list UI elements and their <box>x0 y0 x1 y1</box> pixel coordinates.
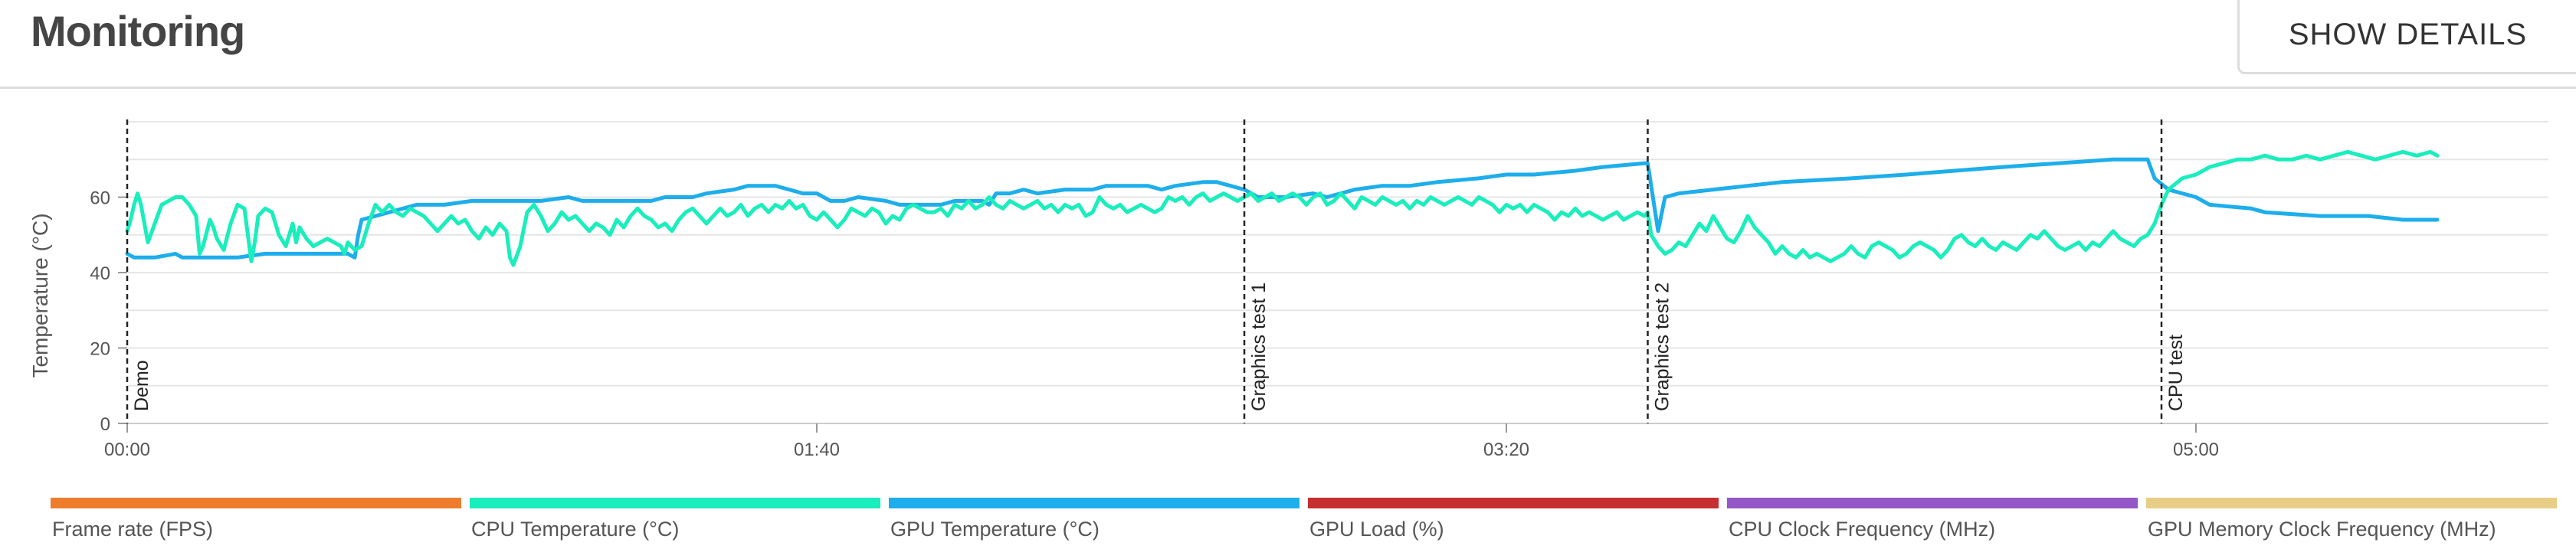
x-tick-label: 05:00 <box>2173 440 2219 460</box>
legend-swatch <box>1308 498 1719 508</box>
legend-item[interactable]: GPU Load (%) <box>1308 498 1719 549</box>
legend-label: GPU Memory Clock Frequency (MHz) <box>2148 518 2496 541</box>
legend-item[interactable]: GPU Temperature (°C) <box>889 498 1299 549</box>
marker-label: Demo <box>131 360 152 411</box>
legend-item[interactable]: GPU Memory Clock Frequency (MHz) <box>2146 498 2557 549</box>
legend-swatch <box>470 498 880 508</box>
legend-swatch <box>1727 498 2138 508</box>
y-tick-label: 40 <box>90 263 110 284</box>
legend-swatch <box>51 498 461 508</box>
legend-item[interactable]: Frame rate (FPS) <box>51 498 461 549</box>
series-line-gpu-temperature-c <box>125 157 2440 260</box>
legend-label: GPU Temperature (°C) <box>890 518 1100 541</box>
legend: Frame rate (FPS) CPU Temperature (°C) GPU … <box>51 498 2576 549</box>
y-tick-label: 20 <box>90 339 110 360</box>
y-tick-label: 60 <box>90 188 110 209</box>
marker-label: CPU test <box>2165 335 2187 411</box>
series-line-cpu-temperature-c <box>125 149 2440 267</box>
x-tick-label: 00:00 <box>104 440 150 460</box>
x-tick-label: 03:20 <box>1483 440 1529 460</box>
x-tick-label: 01:40 <box>794 440 840 460</box>
marker-label: Graphics test 1 <box>1248 283 1270 411</box>
legend-swatch <box>2146 498 2557 508</box>
y-axis-label: Temperature (°C) <box>28 213 52 377</box>
temperature-chart: 0 20 40 60 00:00 01:40 03:20 05:00 Temperature (… <box>28 119 2548 460</box>
header: Monitoring SHOW DETAILS <box>0 0 2576 89</box>
legend-label: CPU Temperature (°C) <box>471 518 680 541</box>
legend-label: CPU Clock Frequency (MHz) <box>1729 518 1996 541</box>
legend-label: Frame rate (FPS) <box>52 518 214 541</box>
page-title: Monitoring <box>31 7 245 55</box>
legend-swatch <box>889 498 1299 508</box>
y-tick-label: 0 <box>100 414 110 435</box>
marker-label: Graphics test 2 <box>1652 283 1673 411</box>
legend-item[interactable]: CPU Temperature (°C) <box>470 498 880 549</box>
legend-label: GPU Load (%) <box>1309 518 1444 541</box>
legend-item[interactable]: CPU Clock Frequency (MHz) <box>1727 498 2138 549</box>
show-details-button[interactable]: SHOW DETAILS <box>2237 0 2576 74</box>
